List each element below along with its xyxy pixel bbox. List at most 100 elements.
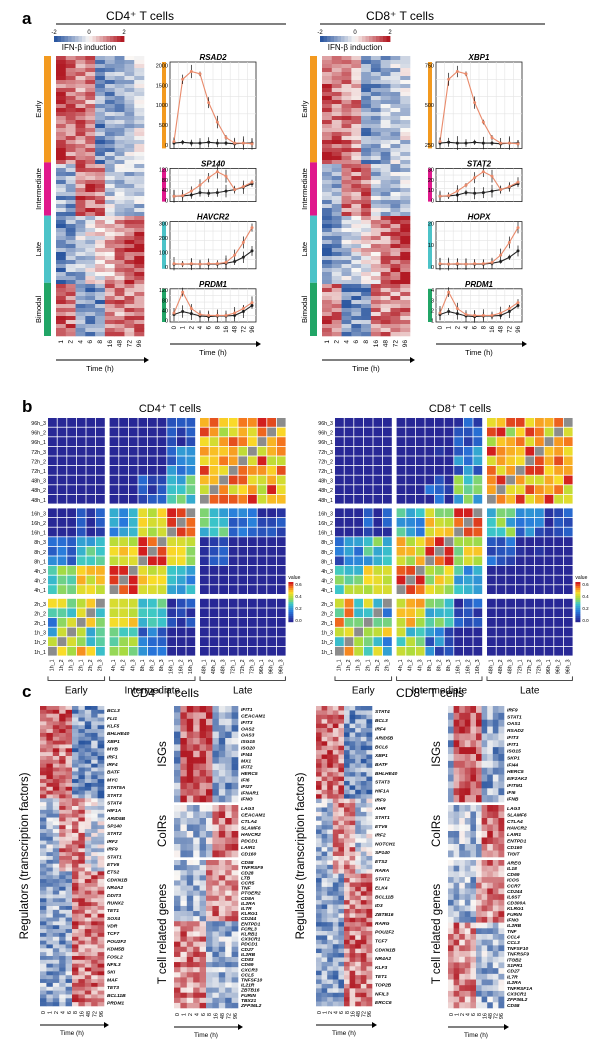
expr-cell (174, 905, 181, 912)
expr-cell (355, 723, 362, 729)
series-point-black (224, 189, 228, 193)
heatmap-cell (341, 272, 352, 277)
gene-label: STAT2 (107, 831, 122, 837)
heatmap-cell (400, 184, 411, 189)
expr-cell (360, 781, 367, 786)
matrix-cell (354, 537, 363, 546)
matrix-cell (257, 598, 267, 608)
expr-cell (78, 794, 86, 799)
expr-cell (52, 821, 60, 826)
heatmap-cell (56, 96, 67, 101)
heatmap-cell (134, 288, 145, 293)
expr-cell (360, 741, 367, 747)
heatmap-cell (380, 284, 391, 289)
expr-cell (206, 962, 213, 968)
expr-cell (218, 936, 226, 942)
matrix-cell (219, 537, 228, 546)
matrix-cell (515, 518, 525, 527)
expr-cell (360, 794, 367, 799)
expr-cell (174, 811, 181, 819)
expr-cell (97, 902, 105, 907)
heatmap-cell (56, 60, 67, 65)
series-point-orange (455, 307, 459, 311)
gene-group-bar (428, 221, 432, 269)
matrix-cell (48, 546, 57, 556)
matrix-cell (67, 475, 76, 485)
expr-cell (332, 825, 339, 830)
expr-cell (65, 886, 73, 891)
expr-cell (84, 936, 92, 941)
heatmap-cell (85, 200, 96, 205)
series-point-black (455, 141, 459, 145)
expr-cell (59, 713, 66, 718)
expr-cell (212, 776, 220, 784)
heatmap-cell (95, 288, 106, 293)
matrix-cell (86, 575, 96, 585)
expr-cell (91, 994, 98, 999)
series-point-orange (198, 72, 202, 76)
expr-cell (199, 818, 207, 825)
heatmap-cell (331, 316, 342, 321)
line-xtick: 0 (438, 325, 444, 329)
matrix-cell (48, 566, 57, 575)
heatmap-cell (331, 216, 342, 221)
heatmap-cell (114, 236, 125, 241)
matrix-cell (200, 646, 209, 656)
matrix-cell (463, 427, 473, 437)
heatmap-cell (114, 124, 125, 129)
matrix-cell (167, 546, 176, 556)
heatmap-cell (124, 100, 135, 105)
expr-cell (360, 736, 367, 742)
matrix-cell (267, 566, 276, 575)
matrix-cell (219, 475, 228, 485)
matrix-cell (396, 627, 406, 637)
heatmap-cell (351, 224, 362, 229)
expr-cell (91, 906, 98, 911)
expr-cell (218, 805, 226, 812)
matrix-cell (535, 566, 544, 575)
matrix-cell (267, 437, 276, 446)
expr-cell (327, 816, 334, 822)
matrix-cell (525, 418, 535, 427)
matrix-cell (554, 575, 563, 585)
matrix-cell (363, 637, 373, 646)
expr-cell (40, 956, 47, 961)
expr-cell (321, 811, 328, 817)
expr-cell (84, 790, 92, 795)
expr-cell (344, 781, 350, 786)
heatmap-cell (400, 164, 411, 169)
heatmap-cell (114, 196, 125, 201)
heatmap-cell (75, 68, 86, 73)
matrix-cell (257, 566, 267, 575)
expr-cell (84, 844, 92, 849)
expr-cell (366, 706, 373, 711)
heatmap-cell (390, 312, 401, 317)
heatmap-cell (380, 72, 391, 77)
expr-cell (97, 848, 105, 853)
heatmap-cell (361, 216, 372, 221)
heatmap-cell (124, 268, 135, 273)
heatmap-cell (361, 296, 372, 301)
matrix-cell (238, 518, 248, 527)
heatmap-cell (95, 176, 106, 181)
heatmap-cell (75, 228, 86, 233)
expr-cell (355, 750, 362, 755)
heatmap-cell (134, 304, 145, 309)
matrix-cell (186, 608, 196, 618)
heatmap-cell (331, 172, 342, 177)
heatmap-cell (134, 300, 145, 305)
expr-cell (206, 916, 213, 922)
expr-cell (193, 905, 200, 912)
matrix-cell (496, 598, 506, 608)
expr-cell (355, 798, 362, 804)
expr-cell (91, 794, 98, 799)
gene-group-bar (162, 221, 166, 269)
series-point-orange (464, 183, 468, 187)
matrix-cell (257, 537, 267, 546)
expr-cell (91, 956, 98, 961)
matrix-cell (425, 646, 435, 656)
heatmap-cell (361, 192, 372, 197)
matrix-cell (454, 566, 463, 575)
expr-cell (332, 798, 339, 804)
series-point-orange (516, 180, 520, 184)
